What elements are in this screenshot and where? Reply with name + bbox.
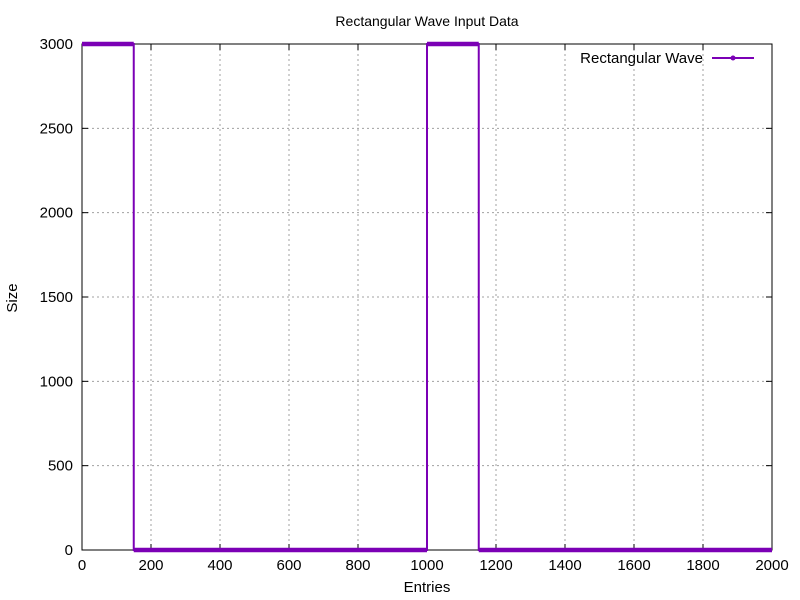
- y-axis-title: Size: [4, 283, 21, 312]
- legend: Rectangular Wave: [580, 50, 754, 67]
- x-axis-title: Entries: [404, 579, 451, 596]
- x-tick-label: 2000: [755, 557, 788, 574]
- legend-label: Rectangular Wave: [580, 50, 703, 67]
- y-tick-label: 0: [65, 542, 73, 559]
- axis-ticks: 0 200 400 600 800 1000 1200 1400 1600 1800 2000 0 50…: [40, 36, 789, 574]
- x-tick-label: 1400: [548, 557, 581, 574]
- y-tick-label: 500: [48, 458, 73, 475]
- x-tick-label: 200: [138, 557, 163, 574]
- series-line: [82, 43, 772, 551]
- y-tick-label: 2000: [40, 205, 73, 222]
- y-tick-label: 2500: [40, 120, 73, 137]
- legend-point-swatch: [730, 55, 736, 61]
- x-tick-label: 1600: [617, 557, 650, 574]
- y-tick-label: 1500: [40, 289, 73, 306]
- x-tick-label: 1000: [410, 557, 443, 574]
- x-tick-label: 0: [78, 557, 86, 574]
- y-tick-label: 3000: [40, 36, 73, 53]
- x-tick-label: 800: [345, 557, 370, 574]
- x-tick-label: 1800: [686, 557, 719, 574]
- x-tick-label: 600: [276, 557, 301, 574]
- series-rectangular-wave: [82, 41, 772, 553]
- x-tick-label: 400: [207, 557, 232, 574]
- x-tick-label: 1200: [479, 557, 512, 574]
- chart-title: Rectangular Wave Input Data: [335, 13, 518, 29]
- y-tick-label: 1000: [40, 373, 73, 390]
